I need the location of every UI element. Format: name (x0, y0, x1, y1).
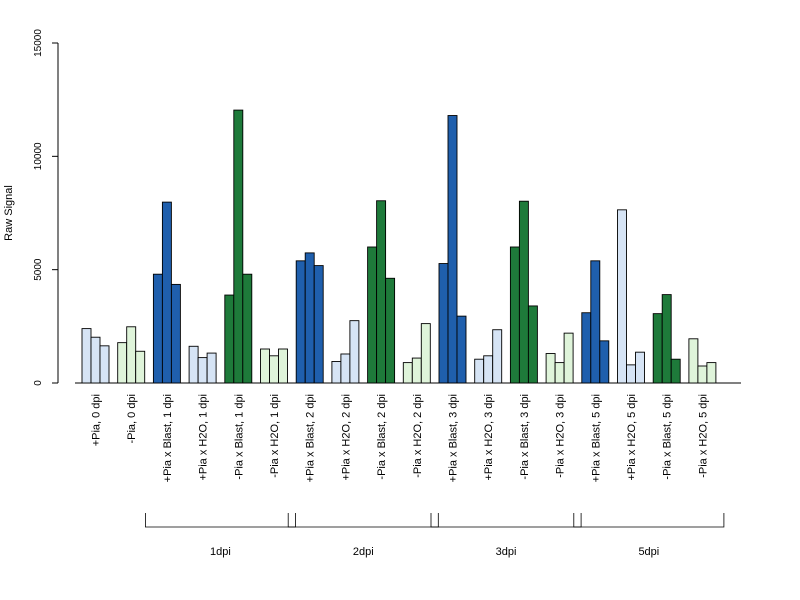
bar (117, 342, 128, 384)
bar (670, 358, 681, 384)
bar (527, 305, 538, 384)
bar (420, 323, 431, 384)
bar (197, 357, 208, 384)
bar (304, 252, 315, 384)
bar (652, 313, 663, 384)
bar (411, 357, 422, 384)
x-tick-label: +Pia x Blast, 5 dpi (590, 394, 602, 482)
group-label: 5dpi (638, 546, 659, 558)
group-bracket (430, 513, 582, 528)
group-bracket (145, 513, 296, 528)
x-tick-label: -Pia x Blast, 3 dpi (519, 394, 531, 480)
x-tick-label: -Pia x H2O, 5 dpi (697, 394, 709, 478)
group-label: 3dpi (496, 546, 517, 558)
bar (697, 365, 708, 384)
bar (152, 273, 163, 384)
x-tick-label: +Pia x Blast, 2 dpi (305, 394, 317, 482)
group-label: 2dpi (353, 546, 374, 558)
x-tick-label: -Pia x H2O, 1 dpi (269, 394, 281, 478)
y-tick-label: 10000 (33, 142, 44, 170)
y-tick-label: 15000 (33, 29, 44, 57)
category-labels: +Pia, 0 dpi -Pia, 0 dpi +Pia x Blast, 1 dp… (91, 394, 710, 482)
y-axis-title: Raw Signal (3, 185, 15, 241)
x-tick-label: -Pia x Blast, 2 dpi (376, 394, 388, 480)
bar (447, 115, 458, 384)
bar (456, 315, 467, 384)
bar (626, 364, 636, 384)
y-tick-label: 5000 (33, 258, 44, 281)
bar (367, 246, 378, 384)
group-brackets: 1dpi 2dpi 3dpi 5dpi (145, 513, 725, 558)
x-tick-label: -Pia x Blast, 1 dpi (233, 394, 245, 480)
bar (135, 350, 146, 384)
group-bracket (287, 513, 439, 528)
bar (126, 326, 137, 384)
x-tick-label: -Pia, 0 dpi (126, 394, 138, 444)
y-tick-label: 0 (33, 380, 44, 386)
x-tick-label: +Pia x Blast, 3 dpi (448, 394, 460, 482)
bar (599, 340, 610, 384)
bar (617, 209, 627, 384)
bar (349, 320, 360, 384)
bar (590, 260, 601, 384)
bar (402, 362, 413, 384)
bar (474, 358, 485, 384)
x-tick-label: +Pia x Blast, 1 dpi (162, 394, 174, 482)
bar (661, 294, 672, 384)
x-tick-label: -Pia x H2O, 3 dpi (555, 394, 567, 478)
bar (688, 338, 699, 384)
bars (81, 109, 717, 384)
bar (278, 348, 288, 384)
bar (90, 336, 101, 384)
x-tick-label: +Pia x H2O, 3 dpi (483, 394, 495, 481)
x-tick-label: -Pia x Blast, 5 dpi (662, 394, 674, 480)
y-axis: 0 5000 10000 15000 (33, 29, 59, 386)
bar (554, 362, 565, 384)
bar (385, 277, 396, 384)
bar (224, 294, 235, 384)
bar (188, 345, 199, 384)
bar (161, 201, 172, 384)
x-tick-label: -Pia x H2O, 2 dpi (412, 394, 424, 478)
bar (492, 329, 503, 384)
bar (295, 260, 306, 384)
bar (340, 353, 351, 384)
bar (99, 345, 110, 384)
x-tick-label: +Pia x H2O, 1 dpi (198, 394, 210, 481)
bar (376, 200, 387, 384)
bar (635, 351, 645, 384)
bar (483, 355, 494, 384)
bar (331, 361, 342, 384)
bar (509, 246, 520, 384)
bar (206, 352, 217, 384)
bar (269, 355, 279, 384)
x-tick-label: +Pia x H2O, 5 dpi (626, 394, 638, 481)
x-tick-label: +Pia x H2O, 2 dpi (340, 394, 352, 481)
x-tick-label: +Pia, 0 dpi (91, 394, 103, 446)
bar (545, 353, 556, 384)
group-bracket (573, 513, 725, 528)
bar (313, 265, 324, 384)
group-label: 1dpi (210, 546, 231, 558)
bar (563, 332, 574, 384)
bar (706, 362, 717, 384)
bar (170, 283, 181, 384)
bar (260, 348, 270, 384)
bar (518, 200, 529, 384)
bar (233, 109, 244, 384)
bar (438, 263, 449, 384)
bar (581, 312, 592, 384)
bar (242, 273, 253, 384)
bar (81, 328, 92, 384)
